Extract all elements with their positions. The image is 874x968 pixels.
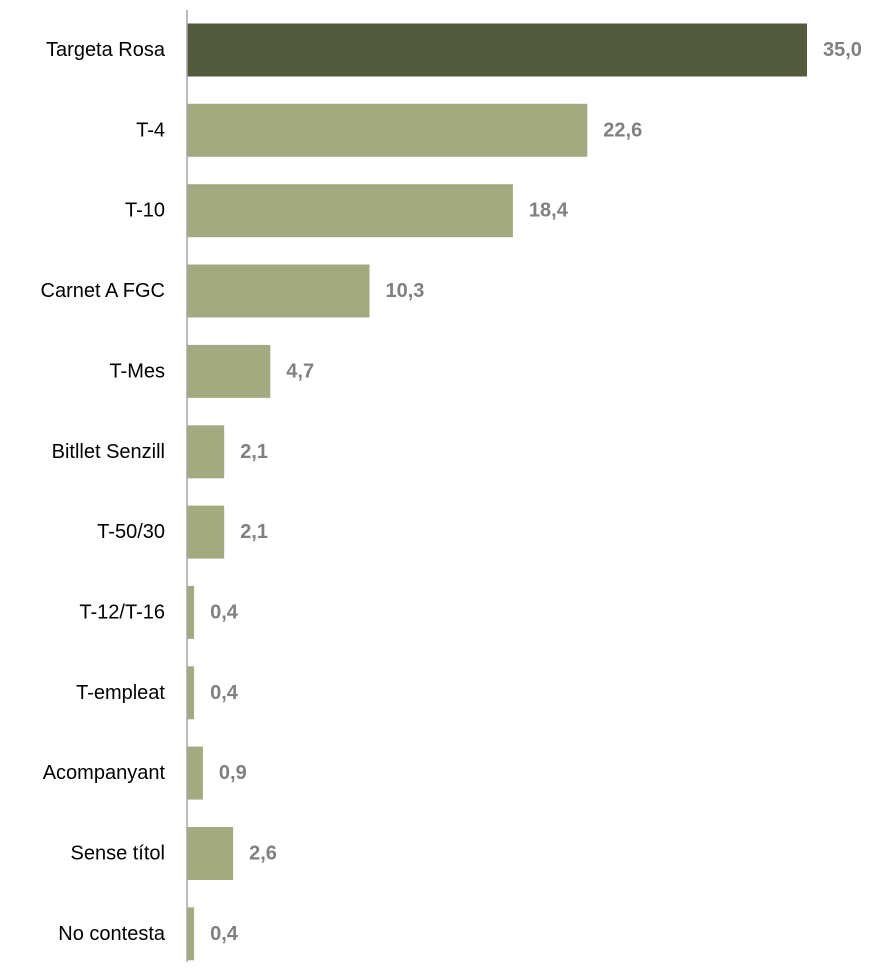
bar-2: [187, 184, 513, 238]
bars-group: [187, 23, 807, 961]
bar-8: [187, 666, 195, 720]
category-label: Bitllet Senzill: [52, 441, 165, 463]
category-label: T-50/30: [97, 521, 165, 543]
value-label: 0,4: [210, 682, 239, 704]
category-label: T-10: [125, 200, 165, 222]
category-label: T-4: [136, 119, 165, 141]
category-labels: Targeta Rosa T-4 T-10 Carnet A FGC T-Mes Bitl…: [41, 39, 166, 945]
category-label: T-Mes: [109, 360, 165, 382]
category-label: T-12/T-16: [79, 601, 165, 623]
value-label: 0,4: [210, 601, 239, 623]
value-label: 35,0: [823, 39, 862, 61]
bar-1: [187, 103, 588, 157]
value-label: 22,6: [603, 119, 642, 141]
value-labels: 35,0 22,6 18,4 10,3 4,7 2,1 2,1 0,4 0,4 0,9 2,6 0,4: [210, 39, 862, 945]
bar-9: [187, 746, 203, 800]
value-label: 4,7: [286, 360, 314, 382]
value-label: 0,4: [210, 923, 239, 945]
category-label: Carnet A FGC: [41, 280, 166, 302]
value-label: 2,1: [240, 441, 268, 463]
bar-7: [187, 585, 195, 639]
bar-5: [187, 425, 225, 479]
value-label: 2,6: [249, 843, 277, 865]
category-label: No contesta: [58, 923, 166, 945]
bar-4: [187, 344, 271, 398]
category-label: T-empleat: [76, 682, 165, 704]
bar-11: [187, 907, 195, 961]
category-label: Acompanyant: [43, 762, 166, 784]
value-label: 2,1: [240, 521, 268, 543]
value-label: 0,9: [219, 762, 247, 784]
bar-6: [187, 505, 225, 559]
value-label: 18,4: [529, 200, 569, 222]
bar-0: [187, 23, 807, 77]
category-label: Sense títol: [70, 843, 165, 865]
bar-3: [187, 264, 370, 318]
category-label: Targeta Rosa: [46, 39, 166, 61]
value-label: 10,3: [386, 280, 425, 302]
bar-10: [187, 827, 234, 880]
